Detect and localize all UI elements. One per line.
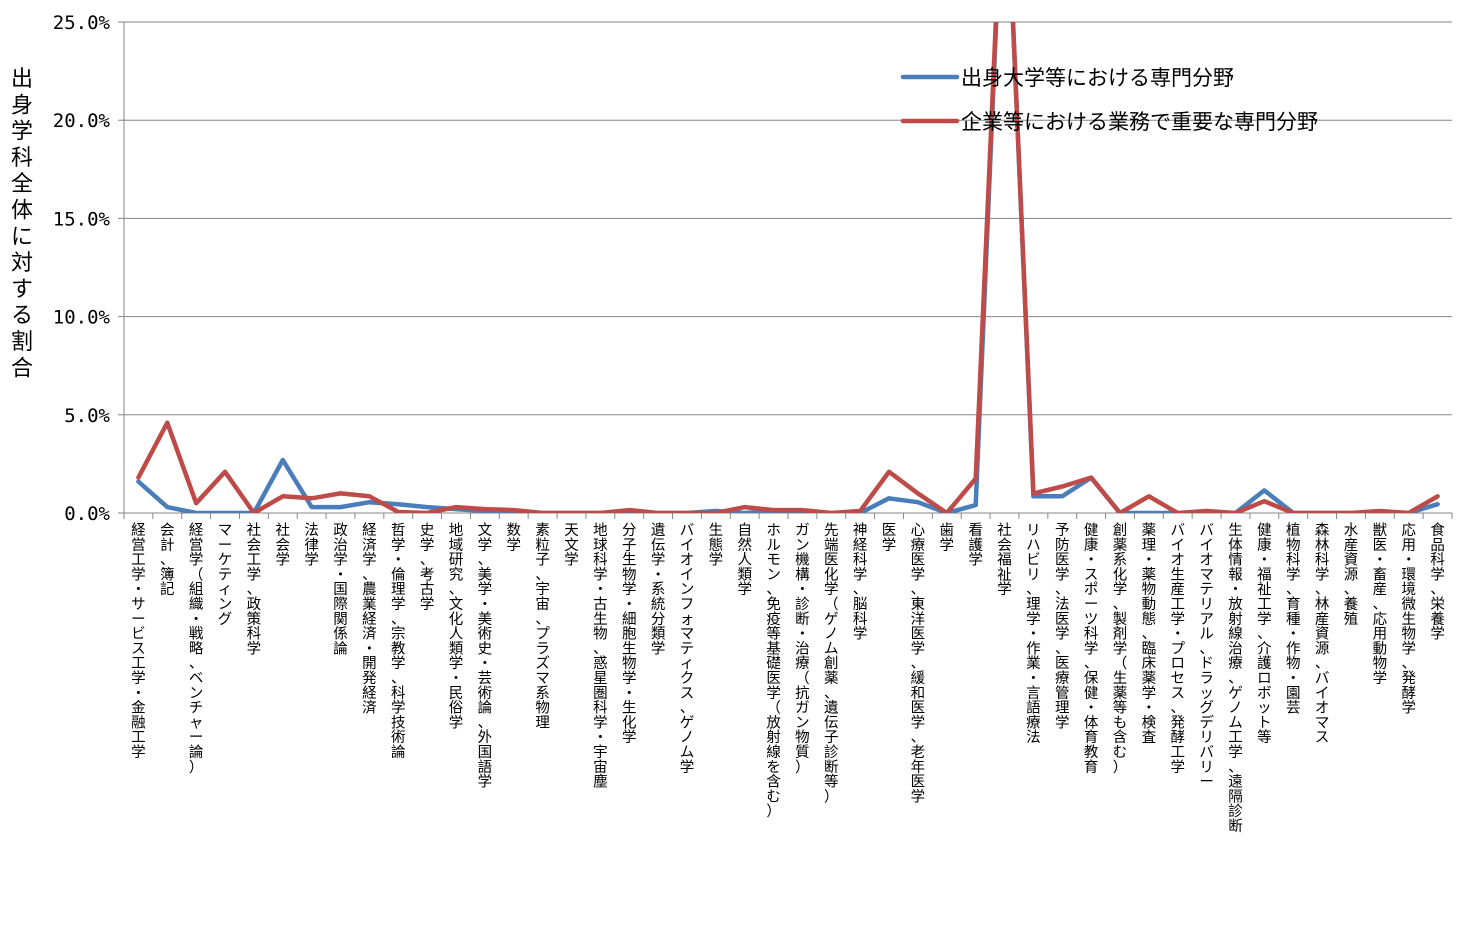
- gridlines: [124, 21, 1452, 416]
- x-tick-label: 哲学・倫理学、宗教学、科学技術論: [391, 522, 406, 761]
- x-tick-label: 数学: [506, 522, 521, 554]
- x-tick-label: 応用・環境微生物学、発酵学: [1401, 522, 1416, 717]
- x-tick-label: 社会学: [276, 522, 291, 569]
- series-lines: [136, 22, 1440, 513]
- x-tick-label: 歯学: [940, 522, 955, 554]
- x-tick-label: 経済学、農業経済・開発経済: [362, 522, 377, 717]
- x-tick-label: 遺伝学・系統分類学: [651, 522, 666, 657]
- x-tick-label: 政治学・国際関係論: [333, 522, 348, 657]
- x-tick-label: 社会工学、政策科学: [247, 522, 262, 657]
- x-tick-label: 素粒子、宇宙、プラズマ系物理: [535, 522, 550, 731]
- series-line-2: [136, 22, 1440, 513]
- x-tick-label: バイオインフォマティクス、ゲノム学: [680, 523, 695, 776]
- x-tick-label: 生体情報・放射線治療、ゲノム工学、遠隔診断: [1228, 522, 1243, 835]
- x-tick-label: 先端医化学（ゲノム創薬、遺伝子診断等）: [824, 522, 839, 805]
- x-tick-label: 予防医学、法医学、医療管理学: [1055, 522, 1070, 731]
- x-tick-label: 創薬系化学、製剤学（生薬等も含む）: [1113, 522, 1128, 776]
- x-tick-label: 史学、考古学: [420, 522, 435, 613]
- x-tick-label: 文学、美学・美術史・芸術論、外国語学: [478, 522, 493, 791]
- x-tick-label: マーケティング: [218, 523, 233, 628]
- y-tick-label: 0.0%: [64, 503, 110, 525]
- y-tick-label: 5.0%: [64, 405, 110, 427]
- x-tick-label: 健康・福祉工学、介護ロボット等: [1257, 522, 1272, 746]
- x-tick-label: 経営工学・サービス工学・金融工学: [131, 522, 146, 761]
- series-line-1: [136, 22, 1440, 513]
- x-tick-label: 心療医学、東洋医学、緩和医学、老年医学: [911, 522, 926, 805]
- x-tick-label: 法律学: [304, 522, 319, 569]
- y-axis-title: 出身学科全体に対する割合: [11, 67, 33, 381]
- x-tick-label: 自然人類学: [737, 522, 752, 598]
- x-tick-label: バイオマテリアル、ドラッグデリバリー: [1199, 523, 1214, 791]
- x-tick-label: 獣医・畜産、応用動物学: [1373, 522, 1388, 687]
- x-tick-label: 地球科学・古生物、惑星圏科学・宇宙塵: [593, 522, 608, 791]
- y-tick-label: 10.0%: [53, 307, 111, 329]
- x-tick-label: 看護学: [968, 522, 983, 569]
- x-tick-label: 分子生物学・細胞生物学・生化学: [622, 522, 637, 746]
- x-tick-label: 薬理・薬物動態、臨床薬学・検査: [1142, 522, 1157, 746]
- x-tick-label: リハビリ、理学・作業・言語療法: [1026, 523, 1041, 746]
- x-tick-label: 天文学: [564, 523, 579, 569]
- y-axis-label: 出身学科全体に対する割合: [11, 67, 33, 381]
- y-axis-ticks: 0.0% 5.0% 10.0% 15.0% 20.0% 25.0%: [53, 12, 124, 525]
- legend-label: 企業等における業務で重要な専門分野: [961, 110, 1318, 134]
- x-tick-label: 健康・スポーツ科学、保健・体育教育: [1084, 522, 1099, 776]
- x-tick-label: 植物科学、育種・作物・園芸: [1286, 522, 1301, 717]
- y-tick-label: 15.0%: [53, 208, 111, 230]
- x-tick-label: 食品科学、栄養学: [1430, 522, 1445, 643]
- x-tick-label: 水産資源、養殖: [1344, 522, 1359, 628]
- x-tick-label: ホルモン、免疫等基礎医学（放射線を含む）: [766, 523, 781, 820]
- y-tick-label: 20.0%: [53, 110, 111, 132]
- x-tick-label: 会計、簿記: [160, 522, 175, 598]
- x-tick-label: 生態学: [709, 522, 724, 569]
- x-tick-label: ガン機構・診断・治療（抗ガン物質）: [795, 522, 810, 776]
- legend-label: 出身大学等における専門分野: [961, 66, 1234, 90]
- x-tick-label: 医学: [882, 523, 897, 554]
- x-tick-label: 森林科学、林産資源、バイオマス: [1315, 522, 1330, 746]
- x-tick-label: 神経科学、脳科学: [853, 522, 868, 643]
- x-tick-label: 社会福祉学: [997, 522, 1012, 598]
- x-tick-label: 地域研究、文化人類学・民俗学: [449, 522, 464, 731]
- y-tick-label: 25.0%: [53, 12, 111, 34]
- x-tick-label: 経営学（組織・戦略、ベンチャー論）: [189, 522, 204, 776]
- x-tick-label: バイオ生産工学・プロセス、発酵工学: [1170, 523, 1185, 776]
